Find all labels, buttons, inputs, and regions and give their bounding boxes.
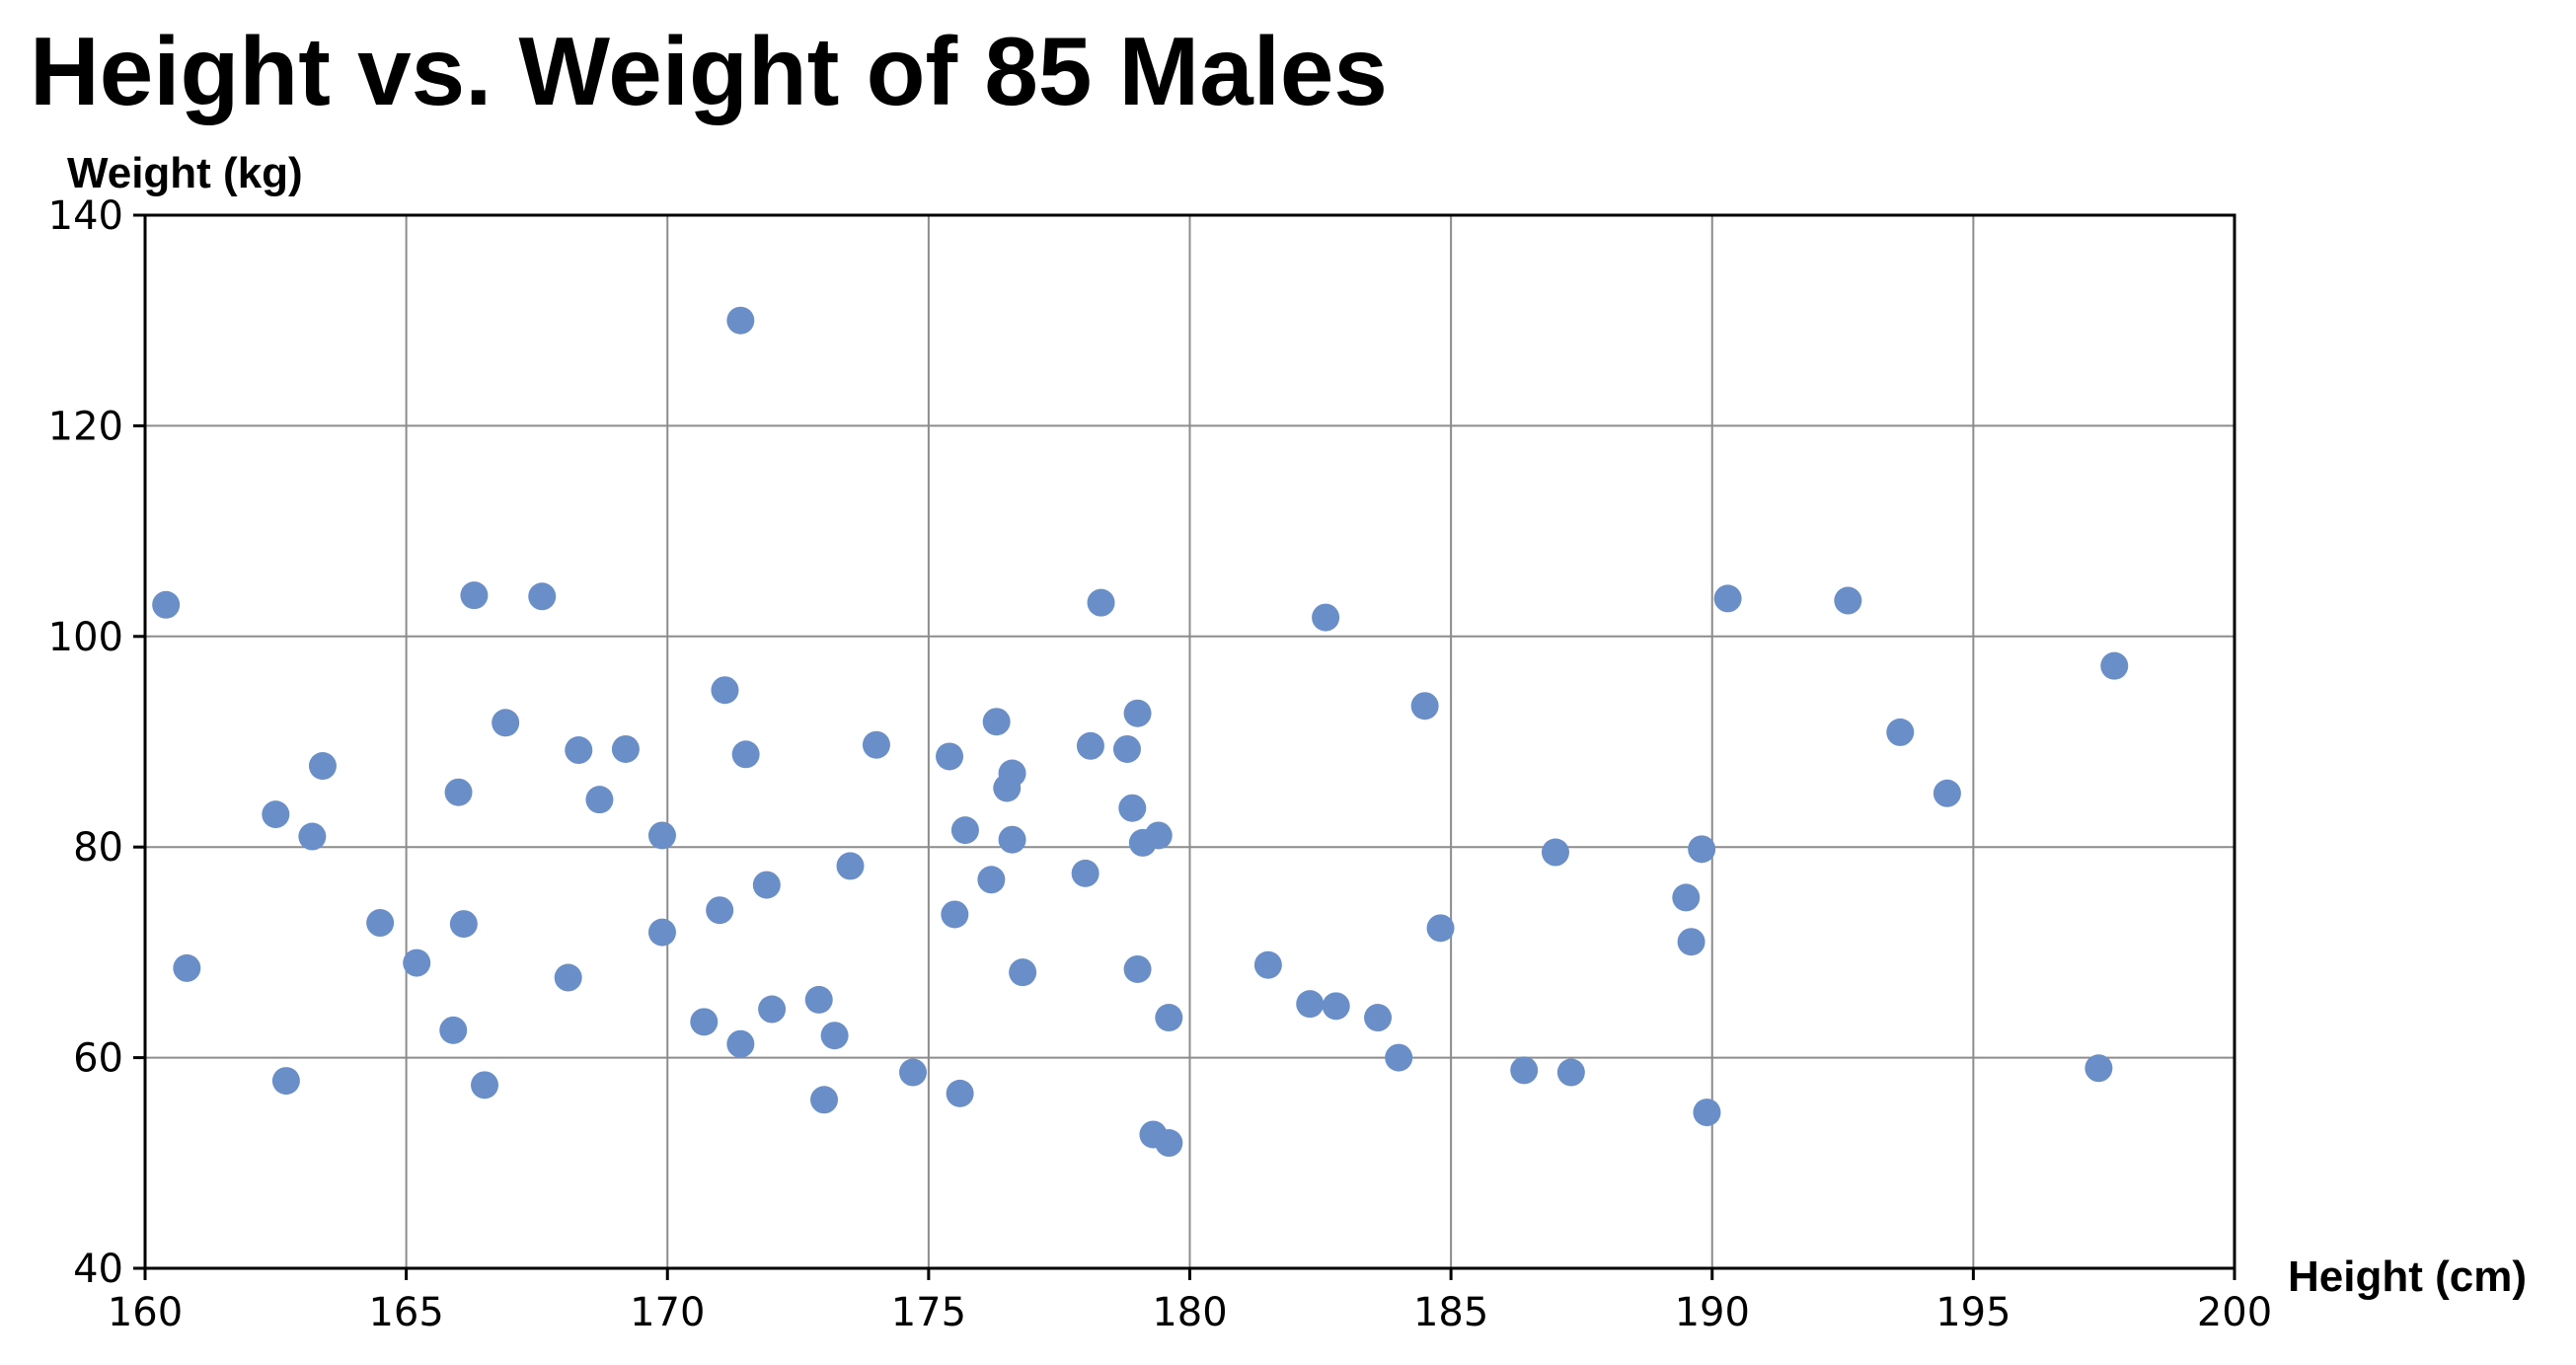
- data-point: [1688, 835, 1716, 864]
- data-point: [1253, 950, 1282, 979]
- data-point: [936, 742, 964, 771]
- data-point: [1426, 914, 1455, 943]
- data-point: [1123, 699, 1152, 727]
- data-point: [1713, 584, 1742, 613]
- x-tick-label: 175: [891, 1290, 966, 1335]
- x-tick-label: 170: [630, 1290, 705, 1335]
- data-point: [1112, 734, 1141, 763]
- data-point: [366, 909, 395, 938]
- data-point: [2084, 1054, 2113, 1083]
- data-point: [982, 708, 1011, 736]
- data-point: [950, 816, 979, 845]
- y-tick-label: 140: [48, 193, 123, 239]
- data-point: [690, 1008, 719, 1036]
- y-tick-label: 40: [73, 1247, 123, 1292]
- data-point: [726, 306, 755, 335]
- data-point: [460, 581, 489, 610]
- data-point: [492, 709, 520, 737]
- data-point: [836, 852, 865, 880]
- data-point: [471, 1071, 499, 1100]
- data-point: [1144, 821, 1173, 850]
- data-point: [403, 948, 431, 977]
- data-point: [1118, 794, 1147, 822]
- y-tick-label: 60: [73, 1036, 123, 1082]
- data-point: [1693, 1099, 1721, 1127]
- data-point: [1009, 958, 1037, 987]
- data-point: [444, 778, 473, 806]
- data-point: [1071, 859, 1099, 887]
- x-tick-label: 185: [1413, 1290, 1488, 1335]
- data-point: [1410, 692, 1439, 720]
- data-point: [1385, 1043, 1413, 1072]
- data-point: [1556, 1058, 1585, 1087]
- data-point: [2100, 651, 2129, 680]
- y-tick-label: 100: [48, 615, 123, 660]
- y-axis-title: Weight (kg): [67, 149, 303, 197]
- data-point: [173, 953, 201, 982]
- data-point: [711, 676, 739, 705]
- x-tick-label: 190: [1675, 1290, 1750, 1335]
- data-point: [298, 822, 327, 851]
- x-tick-label: 180: [1152, 1290, 1227, 1335]
- data-point: [1932, 779, 1961, 807]
- chart-title: Height vs. Weight of 85 Males: [30, 17, 1388, 125]
- data-point: [1312, 603, 1340, 632]
- data-point: [647, 918, 676, 947]
- data-point: [1076, 731, 1104, 760]
- data-point: [308, 752, 337, 781]
- data-point: [1510, 1056, 1539, 1085]
- data-point: [731, 740, 760, 769]
- data-point: [449, 910, 478, 939]
- data-point: [752, 871, 781, 899]
- data-point: [152, 590, 181, 619]
- data-point: [1155, 1004, 1183, 1032]
- data-point: [998, 825, 1026, 854]
- data-point: [941, 900, 969, 929]
- data-point: [1296, 990, 1325, 1019]
- x-tick-label: 165: [368, 1290, 443, 1335]
- data-point: [862, 730, 890, 759]
- data-point: [1886, 718, 1915, 746]
- data-point: [647, 821, 676, 850]
- axis-ticks: 160 165 170 175 180 185 190 195 200 40 60 80 100 120 1…: [48, 193, 2273, 1335]
- data-point: [585, 786, 614, 814]
- grid: [145, 215, 2235, 1268]
- y-tick-label: 80: [73, 825, 123, 871]
- x-axis-title: Height (cm): [2288, 1252, 2527, 1301]
- data-point: [977, 866, 1006, 894]
- data-point: [1364, 1004, 1393, 1032]
- data-point: [262, 800, 290, 829]
- x-tick-label: 195: [1935, 1290, 2010, 1335]
- data-point: [528, 582, 557, 611]
- data-point: [898, 1058, 927, 1087]
- data-point: [439, 1016, 468, 1044]
- data-point: [1672, 883, 1701, 912]
- data-points: [152, 306, 2129, 1158]
- data-point: [758, 995, 787, 1024]
- x-tick-label: 160: [108, 1290, 183, 1335]
- data-point: [1155, 1129, 1183, 1158]
- data-point: [1087, 588, 1115, 617]
- data-point: [565, 736, 593, 765]
- y-tick-label: 120: [48, 404, 123, 449]
- data-point: [804, 985, 833, 1014]
- data-point: [726, 1029, 755, 1058]
- data-point: [1834, 586, 1862, 615]
- data-point: [1541, 838, 1569, 867]
- data-point: [810, 1086, 839, 1114]
- data-point: [1677, 928, 1705, 956]
- data-point: [1123, 954, 1152, 983]
- data-point: [611, 734, 640, 763]
- x-tick-label: 200: [2197, 1290, 2272, 1335]
- data-point: [706, 896, 734, 925]
- data-point: [820, 1022, 849, 1050]
- data-point: [1322, 992, 1350, 1021]
- data-point: [554, 963, 582, 992]
- data-point: [271, 1067, 300, 1096]
- data-point: [998, 759, 1026, 788]
- data-point: [946, 1079, 974, 1107]
